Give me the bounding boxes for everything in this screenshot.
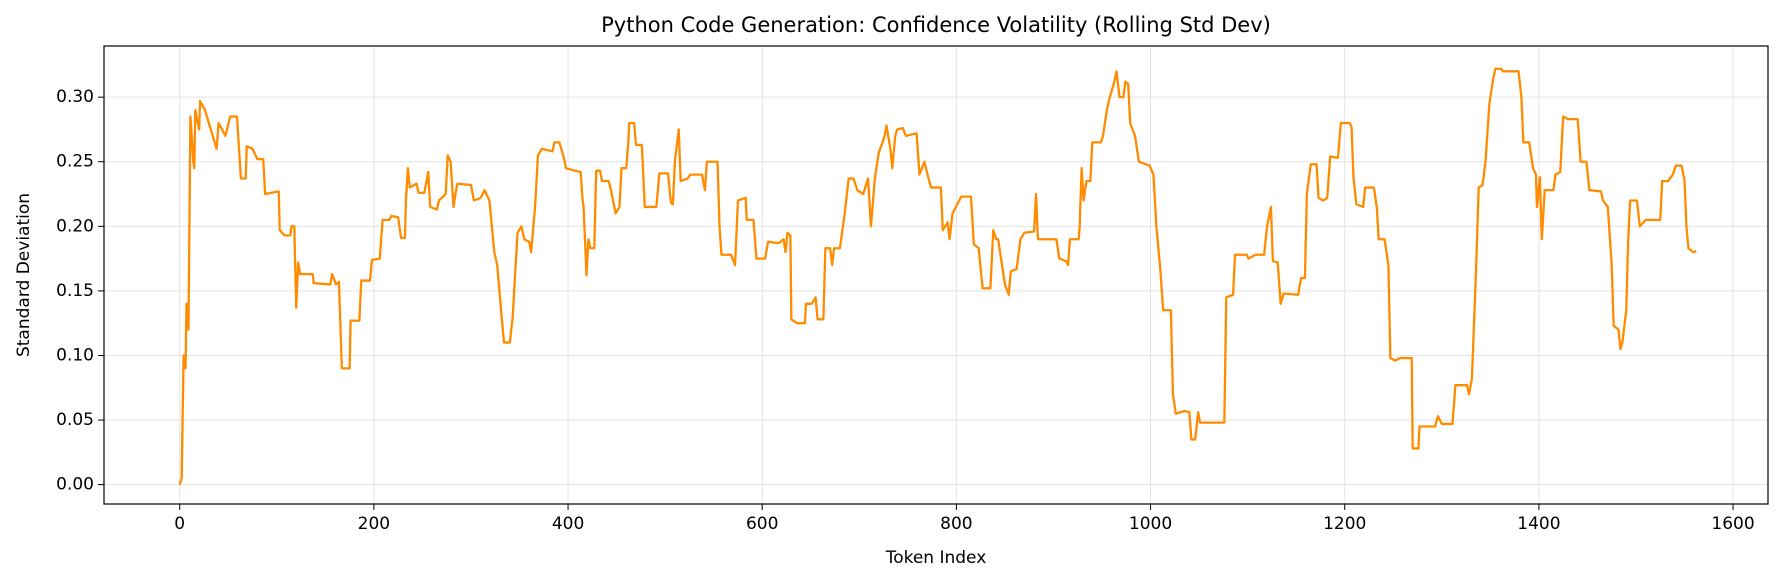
axes-frame xyxy=(103,45,1769,505)
x-tick-label: 800 xyxy=(940,514,972,534)
plot-area xyxy=(178,67,1697,485)
x-tick-label: 600 xyxy=(746,514,778,534)
y-tick-label: 0.00 xyxy=(56,475,94,495)
x-tick-label: 200 xyxy=(358,514,390,534)
x-tick-label: 1600 xyxy=(1711,514,1754,534)
y-tick-label: 0.10 xyxy=(56,345,94,365)
data-line xyxy=(178,67,1697,485)
x-tick-label: 0 xyxy=(174,514,185,534)
y-tick-label: 0.20 xyxy=(56,216,94,236)
x-tick-label: 1200 xyxy=(1323,514,1366,534)
y-tick-label: 0.25 xyxy=(56,152,94,172)
grid xyxy=(104,46,1768,504)
x-tick-label: 400 xyxy=(552,514,584,534)
y-tick-label: 0.15 xyxy=(56,281,94,301)
y-tick-label: 0.05 xyxy=(56,410,94,430)
x-tick-label: 1000 xyxy=(1129,514,1172,534)
y-tick-label: 0.30 xyxy=(56,87,94,107)
chart-title: Python Code Generation: Confidence Volat… xyxy=(601,13,1271,37)
y-axis-label: Standard Deviation xyxy=(14,193,34,357)
x-axis-label: Token Index xyxy=(885,548,987,568)
x-tick-label: 1400 xyxy=(1517,514,1560,534)
